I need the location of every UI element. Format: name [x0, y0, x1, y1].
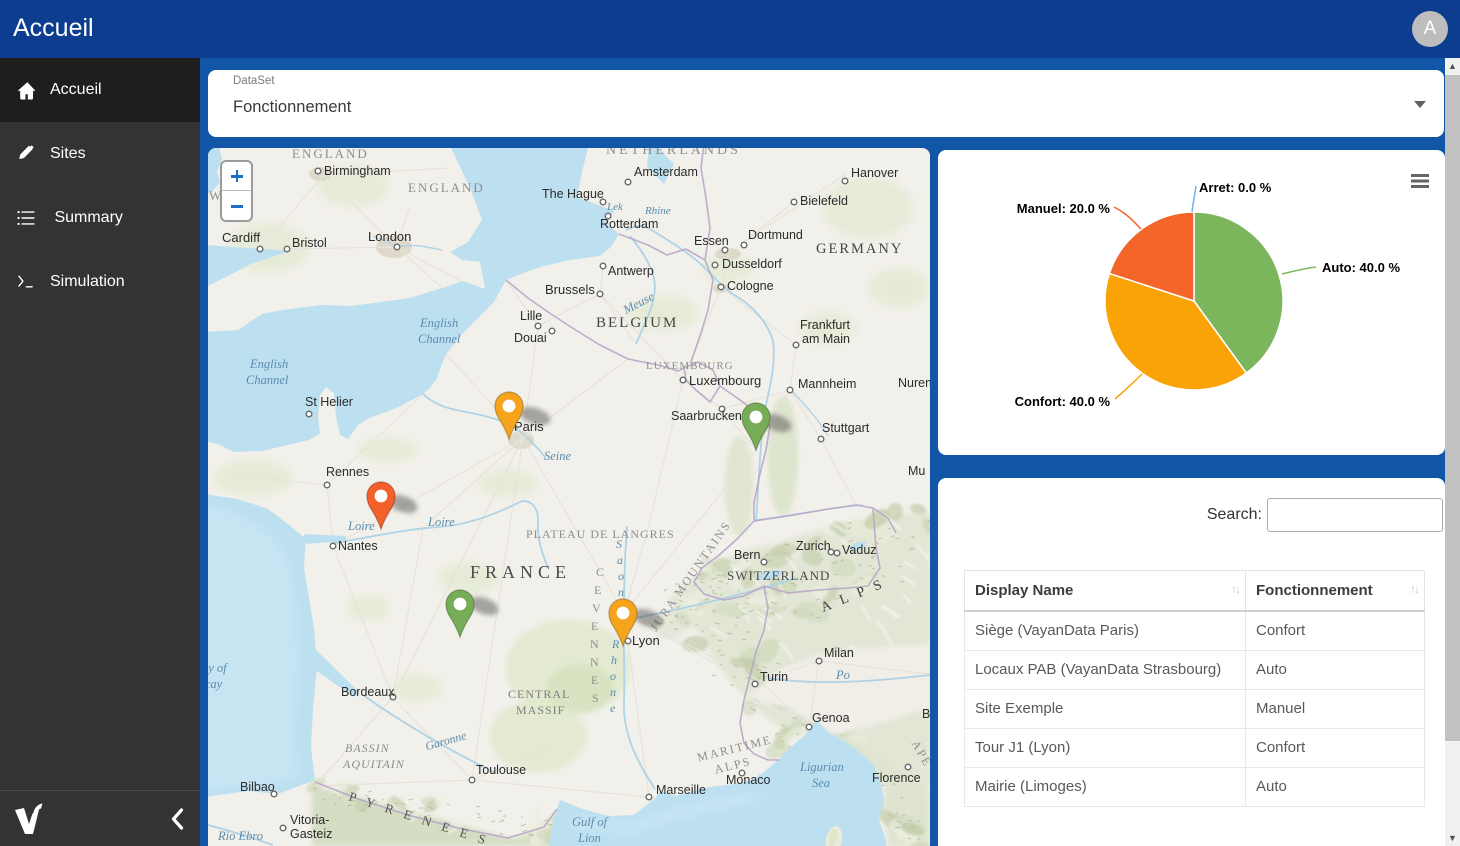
svg-text:English: English [249, 357, 288, 371]
svg-text:scay: scay [208, 677, 223, 691]
svg-text:The Hague: The Hague [542, 187, 604, 201]
svg-text:Sea: Sea [812, 776, 830, 790]
svg-text:Po: Po [835, 668, 850, 682]
svg-text:Bristol: Bristol [292, 236, 327, 250]
svg-text:Dortmund: Dortmund [748, 228, 803, 242]
svg-text:FRANCE: FRANCE [470, 562, 571, 582]
svg-text:LUXEMBOURG: LUXEMBOURG [646, 360, 734, 372]
svg-text:Bern: Bern [734, 548, 760, 562]
svg-text:Amsterdam: Amsterdam [634, 165, 698, 179]
svg-text:Turin: Turin [760, 670, 788, 684]
svg-text:Bordeaux: Bordeaux [341, 685, 395, 699]
svg-text:Auto: 40.0 %: Auto: 40.0 % [1322, 260, 1400, 275]
svg-text:Essen: Essen [694, 234, 729, 248]
svg-text:St Helier: St Helier [305, 395, 353, 409]
svg-text:Mannheim: Mannheim [798, 377, 856, 391]
svg-text:W: W [209, 188, 222, 203]
svg-text:S: S [592, 691, 599, 705]
svg-text:a: a [617, 553, 623, 567]
svg-text:Mu: Mu [908, 464, 925, 478]
svg-text:Lion: Lion [577, 831, 601, 845]
svg-text:Milan: Milan [824, 646, 854, 660]
svg-text:Confort: 40.0 %: Confort: 40.0 % [1015, 394, 1111, 409]
svg-text:Rhine: Rhine [644, 205, 671, 217]
svg-text:PLATEAU DE LANGRES: PLATEAU DE LANGRES [526, 527, 675, 541]
svg-text:ENGLAND: ENGLAND [408, 180, 485, 195]
svg-text:V: V [592, 601, 601, 615]
svg-text:Toulouse: Toulouse [476, 763, 526, 777]
svg-text:Gasteiz: Gasteiz [290, 827, 332, 841]
svg-text:Genoa: Genoa [812, 711, 850, 725]
svg-text:Marseille: Marseille [656, 783, 706, 797]
svg-text:Ligurian: Ligurian [799, 760, 844, 774]
svg-text:Loire: Loire [427, 515, 455, 529]
svg-text:Monaco: Monaco [726, 773, 771, 787]
svg-text:o: o [618, 569, 624, 583]
svg-text:Vaduz: Vaduz [842, 543, 877, 557]
svg-text:e: e [610, 701, 616, 715]
svg-text:Manuel: 20.0 %: Manuel: 20.0 % [1017, 201, 1111, 216]
svg-text:Rotterdam: Rotterdam [600, 217, 658, 231]
svg-text:N: N [590, 637, 599, 651]
svg-text:am Main: am Main [802, 332, 850, 346]
svg-text:Frankfurt: Frankfurt [800, 318, 851, 332]
svg-text:Nurem: Nurem [898, 376, 930, 390]
svg-text:Loire: Loire [347, 519, 375, 533]
svg-text:Hanover: Hanover [851, 166, 898, 180]
svg-text:Florence: Florence [872, 771, 921, 785]
svg-text:Brussels: Brussels [545, 282, 595, 297]
svg-text:Saarbrucken: Saarbrucken [671, 409, 742, 423]
svg-text:Birmingham: Birmingham [324, 164, 391, 178]
svg-text:C: C [596, 565, 604, 579]
svg-text:Lyon: Lyon [632, 633, 660, 648]
svg-text:Gulf of: Gulf of [572, 815, 609, 829]
svg-text:Lek: Lek [606, 201, 624, 213]
svg-text:Zurich: Zurich [796, 539, 831, 553]
svg-text:Cologne: Cologne [727, 279, 774, 293]
svg-text:R: R [611, 637, 620, 651]
svg-text:ay of: ay of [208, 661, 228, 675]
svg-text:Cardiff: Cardiff [222, 230, 260, 245]
svg-text:GERMANY: GERMANY [816, 241, 903, 257]
svg-text:Rio Ebro: Rio Ebro [217, 829, 263, 843]
svg-text:n: n [618, 585, 624, 599]
svg-text:Seine: Seine [544, 449, 572, 463]
svg-text:N: N [590, 655, 599, 669]
svg-text:Arret: 0.0 %: Arret: 0.0 % [1199, 180, 1272, 195]
svg-text:Lille: Lille [520, 309, 542, 323]
svg-text:SWITZERLAND: SWITZERLAND [727, 568, 830, 583]
svg-text:English: English [419, 316, 458, 330]
svg-text:Channel: Channel [418, 332, 461, 346]
svg-text:Bilbao: Bilbao [240, 780, 275, 794]
svg-text:Dusseldorf: Dusseldorf [722, 257, 782, 271]
svg-text:n: n [610, 685, 616, 699]
svg-text:CENTRAL: CENTRAL [508, 687, 570, 701]
svg-text:Rennes: Rennes [326, 465, 369, 479]
svg-text:B: B [922, 707, 930, 721]
svg-text:o: o [610, 669, 616, 683]
svg-text:BASSIN: BASSIN [345, 741, 390, 755]
svg-text:BELGIUM: BELGIUM [596, 315, 678, 331]
svg-text:Douai: Douai [514, 331, 547, 345]
svg-text:Channel: Channel [246, 373, 289, 387]
svg-text:h: h [611, 653, 617, 667]
svg-text:NETHERLANDS: NETHERLANDS [606, 148, 741, 158]
svg-text:S: S [616, 537, 622, 551]
svg-text:Bielefeld: Bielefeld [800, 194, 848, 208]
svg-text:Vitoria-: Vitoria- [290, 813, 329, 827]
svg-text:Stuttgart: Stuttgart [822, 421, 870, 435]
svg-text:ENGLAND: ENGLAND [292, 148, 369, 161]
svg-text:Nantes: Nantes [338, 539, 378, 553]
svg-text:E: E [591, 673, 598, 687]
svg-text:E: E [594, 583, 601, 597]
svg-text:Antwerp: Antwerp [608, 264, 654, 278]
svg-text:E: E [591, 619, 598, 633]
svg-text:MASSIF: MASSIF [516, 703, 565, 717]
svg-text:London: London [368, 229, 411, 244]
svg-text:Luxembourg: Luxembourg [689, 373, 761, 388]
svg-text:AQUITAIN: AQUITAIN [342, 757, 405, 771]
